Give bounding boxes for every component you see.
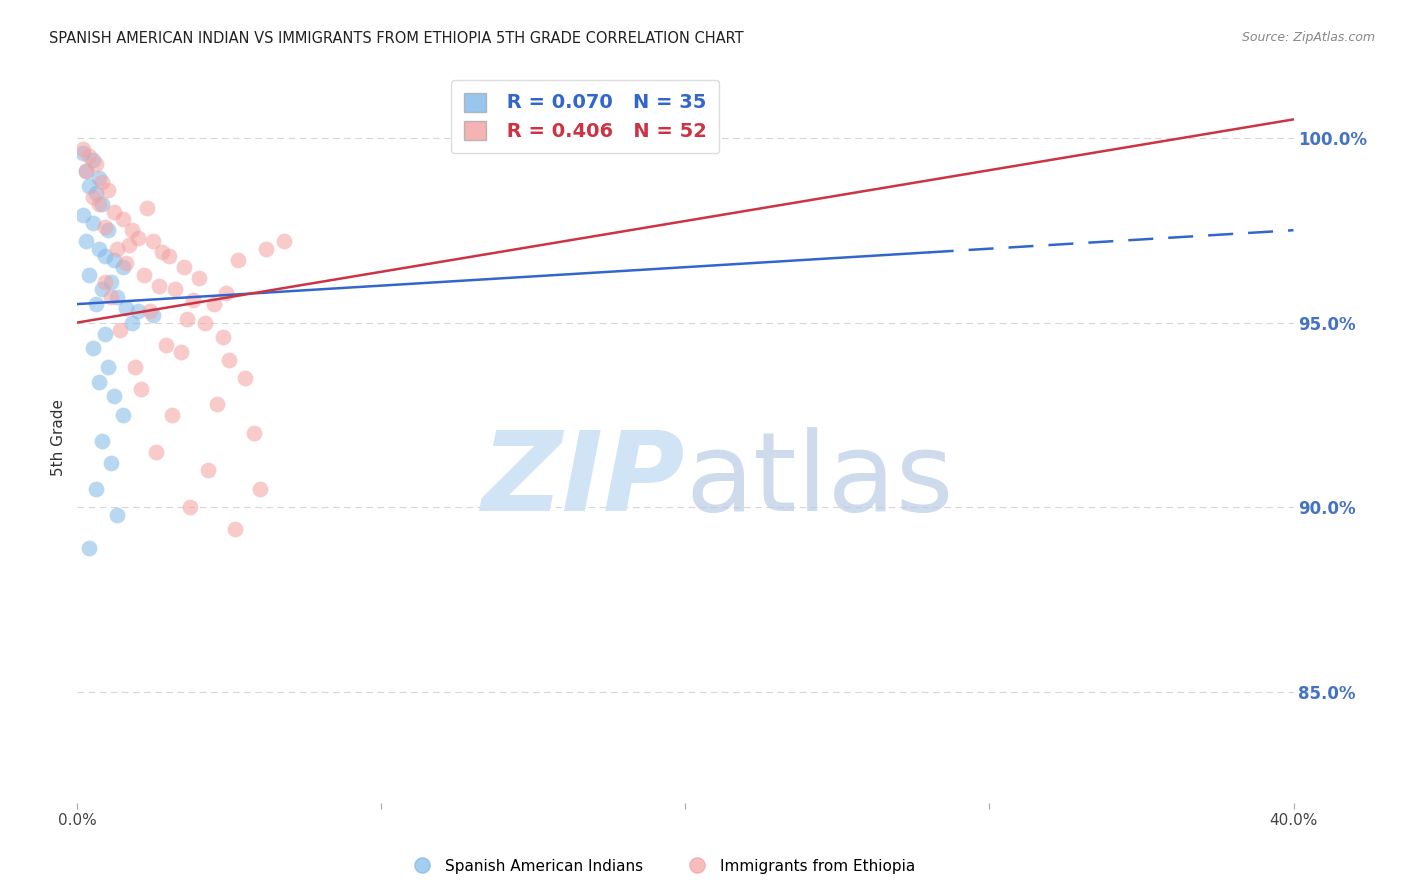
Point bbox=[93, 275, 115, 289]
Point bbox=[139, 304, 162, 318]
Point bbox=[84, 297, 107, 311]
Legend:  R = 0.070   N = 35,  R = 0.406   N = 52: R = 0.070 N = 35, R = 0.406 N = 52 bbox=[451, 80, 720, 153]
Point bbox=[228, 252, 250, 267]
Point bbox=[179, 500, 201, 515]
Point bbox=[87, 375, 110, 389]
Point bbox=[79, 149, 101, 163]
Point bbox=[93, 219, 115, 234]
Point bbox=[111, 408, 134, 422]
Point bbox=[100, 275, 122, 289]
Point bbox=[127, 304, 149, 318]
Point bbox=[173, 260, 195, 274]
Point bbox=[84, 157, 107, 171]
Point bbox=[115, 301, 138, 315]
Point bbox=[212, 330, 235, 344]
Point bbox=[82, 216, 104, 230]
Point bbox=[79, 178, 101, 193]
Point bbox=[105, 242, 128, 256]
Legend: Spanish American Indians, Immigrants from Ethiopia: Spanish American Indians, Immigrants fro… bbox=[401, 853, 921, 880]
Point bbox=[90, 197, 112, 211]
Point bbox=[82, 190, 104, 204]
Point bbox=[75, 235, 97, 249]
Point bbox=[105, 290, 128, 304]
Point bbox=[90, 282, 112, 296]
Point bbox=[97, 359, 120, 374]
Point bbox=[103, 389, 125, 403]
Point bbox=[181, 293, 204, 308]
Point bbox=[142, 235, 165, 249]
Point bbox=[155, 337, 177, 351]
Point bbox=[134, 268, 156, 282]
Point bbox=[111, 260, 134, 274]
Point bbox=[93, 326, 115, 341]
Point bbox=[87, 242, 110, 256]
Point bbox=[90, 434, 112, 448]
Point bbox=[160, 408, 183, 422]
Point bbox=[197, 463, 219, 477]
Point bbox=[72, 142, 94, 156]
Point bbox=[100, 456, 122, 470]
Point bbox=[90, 175, 112, 189]
Point bbox=[75, 164, 97, 178]
Point bbox=[84, 482, 107, 496]
Point bbox=[145, 445, 167, 459]
Point bbox=[194, 316, 217, 330]
Point bbox=[124, 359, 146, 374]
Point bbox=[100, 290, 122, 304]
Point bbox=[224, 523, 246, 537]
Text: ZIP: ZIP bbox=[482, 427, 686, 534]
Point bbox=[108, 323, 131, 337]
Point bbox=[152, 245, 174, 260]
Point bbox=[273, 235, 295, 249]
Point bbox=[93, 249, 115, 263]
Point bbox=[127, 230, 149, 244]
Point bbox=[111, 212, 134, 227]
Point bbox=[84, 186, 107, 201]
Point bbox=[129, 382, 152, 396]
Point bbox=[82, 153, 104, 167]
Point bbox=[118, 238, 141, 252]
Point bbox=[72, 209, 94, 223]
Point bbox=[142, 308, 165, 322]
Point bbox=[233, 371, 256, 385]
Point bbox=[254, 242, 277, 256]
Y-axis label: 5th Grade: 5th Grade bbox=[51, 399, 66, 475]
Point bbox=[87, 197, 110, 211]
Point bbox=[215, 285, 238, 300]
Point bbox=[87, 171, 110, 186]
Point bbox=[163, 282, 186, 296]
Point bbox=[157, 249, 180, 263]
Point bbox=[79, 541, 101, 555]
Point bbox=[121, 316, 143, 330]
Point bbox=[242, 426, 264, 441]
Point bbox=[188, 271, 211, 285]
Point bbox=[72, 145, 94, 160]
Point bbox=[103, 252, 125, 267]
Point bbox=[202, 297, 225, 311]
Point bbox=[148, 278, 170, 293]
Point bbox=[121, 223, 143, 237]
Point bbox=[79, 268, 101, 282]
Point bbox=[249, 482, 271, 496]
Point bbox=[105, 508, 128, 522]
Point bbox=[136, 201, 159, 215]
Point bbox=[218, 352, 240, 367]
Point bbox=[205, 397, 228, 411]
Point bbox=[170, 345, 193, 359]
Point bbox=[97, 223, 120, 237]
Text: atlas: atlas bbox=[686, 427, 953, 534]
Point bbox=[103, 204, 125, 219]
Text: SPANISH AMERICAN INDIAN VS IMMIGRANTS FROM ETHIOPIA 5TH GRADE CORRELATION CHART: SPANISH AMERICAN INDIAN VS IMMIGRANTS FR… bbox=[49, 31, 744, 46]
Point bbox=[75, 164, 97, 178]
Point bbox=[82, 342, 104, 356]
Point bbox=[97, 183, 120, 197]
Point bbox=[176, 311, 198, 326]
Point bbox=[115, 256, 138, 270]
Text: Source: ZipAtlas.com: Source: ZipAtlas.com bbox=[1241, 31, 1375, 45]
